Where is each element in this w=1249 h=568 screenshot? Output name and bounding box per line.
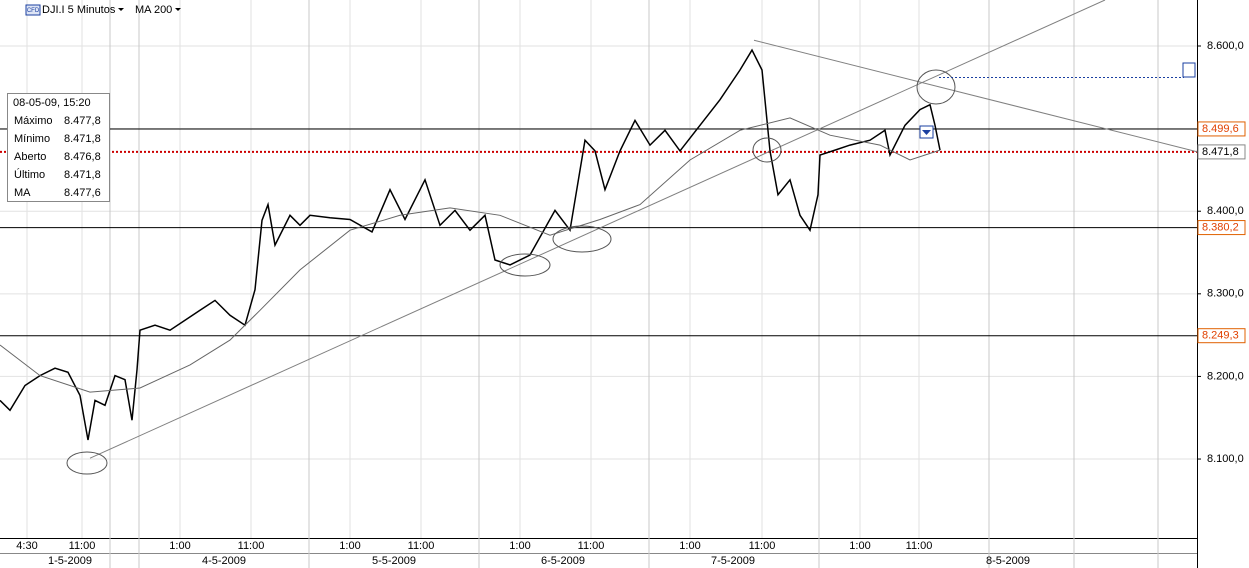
annotation-circle: [66, 451, 108, 475]
annotation-circle: [916, 69, 956, 105]
x-tick-label: 11:00: [69, 540, 96, 552]
x-tick-label: 11:00: [578, 540, 605, 552]
dropdown-arrow[interactable]: [175, 8, 181, 11]
info-label: Máximo: [14, 115, 53, 127]
dropdown-arrow[interactable]: [118, 8, 124, 11]
info-value: 8.471,8: [64, 169, 101, 181]
order-arrow: [922, 130, 931, 135]
trendline: [89, 0, 1106, 459]
alert-icon[interactable]: [1182, 62, 1196, 78]
header: CFD DJI.I 5 Minutos MA 200: [25, 4, 181, 16]
y-tick-label: 8.400,0: [1207, 205, 1244, 217]
last-price-label: 8.471,8: [1202, 146, 1239, 158]
trendline: [753, 39, 1198, 153]
date-label: 4-5-2009: [202, 555, 246, 567]
info-value: 8.476,8: [64, 151, 101, 163]
annotation-circle: [752, 137, 782, 163]
info-value: 8.477,8: [64, 115, 101, 127]
marks: [0, 0, 1198, 459]
date-label: 1-5-2009: [48, 555, 92, 567]
last-price-box: [1197, 144, 1246, 160]
info-title: 08-05-09, 15:20: [13, 97, 91, 109]
x-tick-label: 1:00: [169, 540, 190, 552]
x-tick-label: 1:00: [679, 540, 700, 552]
info-box: 08-05-09, 15:20 Máximo 8.477,8 Mínimo 8.…: [7, 93, 110, 202]
annotation-circle: [499, 253, 551, 277]
y-tick-label: 8.100,0: [1207, 453, 1244, 465]
info-label: Último: [14, 168, 45, 181]
x-tick-label: 11:00: [749, 540, 776, 552]
info-box-frame: [7, 93, 110, 202]
date-label: 7-5-2009: [711, 555, 755, 567]
date-label: 8-5-2009: [986, 555, 1030, 567]
y-tick-label: 8.300,0: [1207, 288, 1244, 300]
symbol[interactable]: DJI.I 5 Minutos: [42, 4, 116, 16]
x-tick-label: 4:30: [16, 540, 37, 552]
x-tick-label: 11:00: [238, 540, 265, 552]
info-label: MA: [14, 187, 31, 199]
x-tick-label: 1:00: [339, 540, 360, 552]
price-line: [0, 48, 941, 441]
date-label: 5-5-2009: [372, 555, 416, 567]
level-label-box: [1197, 220, 1246, 236]
x-tick-label: 11:00: [408, 540, 435, 552]
info-value: 8.477,6: [64, 187, 101, 199]
date-label: 6-5-2009: [541, 555, 585, 567]
x-tick-label: 11:00: [906, 540, 933, 552]
x-tick-label: 1:00: [509, 540, 530, 552]
info-label: Mínimo: [14, 133, 50, 145]
y-tick-label: 8.600,0: [1207, 40, 1244, 52]
x-tick-label: 1:00: [849, 540, 870, 552]
symbol-icon[interactable]: [25, 4, 41, 16]
price-line: [0, 117, 941, 393]
annotations: [66, 62, 1196, 475]
annotation-circle: [552, 225, 612, 253]
level-label: 8.249,3: [1202, 330, 1239, 342]
info-value: 8.471,8: [64, 133, 101, 145]
symbol-icon-label: CFD: [27, 8, 40, 14]
level-label: 8.380,2: [1202, 221, 1239, 233]
level-label: 8.499,6: [1202, 123, 1239, 135]
y-tick-label: 8.200,0: [1207, 370, 1244, 382]
indicator[interactable]: MA 200: [135, 4, 172, 16]
level-label-box: [1197, 328, 1246, 344]
level-label-box: [1197, 121, 1246, 137]
info-label: Aberto: [14, 151, 46, 163]
grid: [0, 0, 1197, 568]
